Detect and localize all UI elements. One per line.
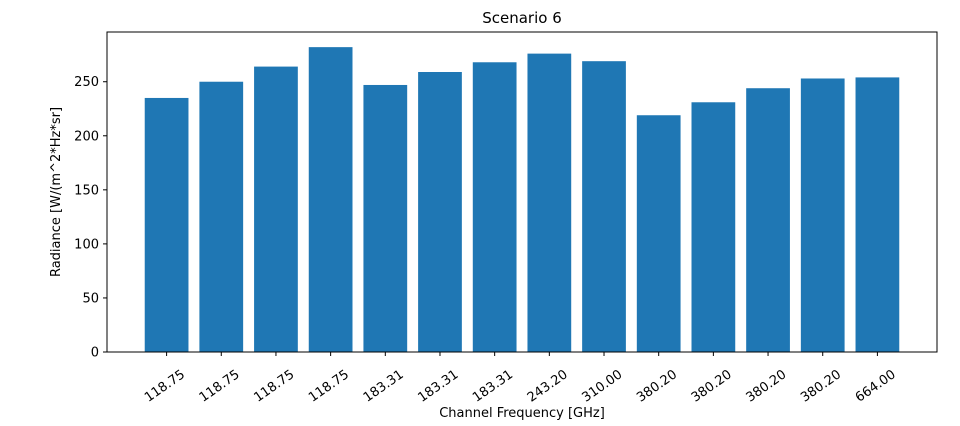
bar-9 <box>636 115 681 353</box>
x-tick-label-7: 243.20 <box>525 367 571 405</box>
x-tick-label-3: 118.75 <box>306 367 352 405</box>
x-tick-label-9: 380.20 <box>634 367 680 405</box>
x-axis-label: Channel Frequency [GHz] <box>439 406 605 421</box>
x-tick-label-5: 183.31 <box>415 367 461 405</box>
x-tick-label-13: 664.00 <box>853 367 899 405</box>
y-tick-label-4: 200 <box>74 129 99 144</box>
y-tick-label-5: 250 <box>74 75 99 90</box>
bar-12 <box>800 78 845 353</box>
x-tick-label-2: 118.75 <box>251 367 297 405</box>
bar-13 <box>855 77 900 352</box>
bar-8 <box>582 61 626 352</box>
bar-7 <box>527 53 572 353</box>
x-axis: 118.75 118.75 118.75 118.75 183.31 183.31 183.… <box>142 352 899 406</box>
y-tick-label-2: 100 <box>74 237 99 252</box>
bar-5 <box>418 72 462 352</box>
chart-title: Scenario 6 <box>482 9 562 27</box>
bar-10 <box>691 102 736 353</box>
x-tick-label-1: 118.75 <box>197 367 243 405</box>
x-tick-label-10: 380.20 <box>689 367 735 405</box>
x-tick-label-0: 118.75 <box>142 367 188 405</box>
bar-4 <box>363 84 408 352</box>
bar-0 <box>144 97 189 352</box>
x-tick-label-6: 183.31 <box>470 367 516 405</box>
bar-11 <box>746 88 790 352</box>
y-axis: 0 50 100 150 200 250 <box>74 75 107 361</box>
bar-3 <box>308 47 353 352</box>
plot-frame <box>106 31 938 353</box>
y-tick-label-0: 0 <box>91 346 99 361</box>
bar-6 <box>472 62 517 353</box>
bar-2 <box>254 66 298 352</box>
y-tick-label-1: 50 <box>82 291 99 306</box>
y-axis-label: Radiance [W/(m^2*Hz*sr] <box>49 107 64 277</box>
x-tick-label-12: 380.20 <box>798 367 844 405</box>
bar-1 <box>199 81 244 352</box>
x-tick-label-4: 183.31 <box>361 367 407 405</box>
bars-group <box>144 47 900 353</box>
x-tick-label-11: 380.20 <box>744 367 790 405</box>
x-tick-label-8: 310.00 <box>579 367 625 405</box>
y-tick-label-3: 150 <box>74 183 99 198</box>
